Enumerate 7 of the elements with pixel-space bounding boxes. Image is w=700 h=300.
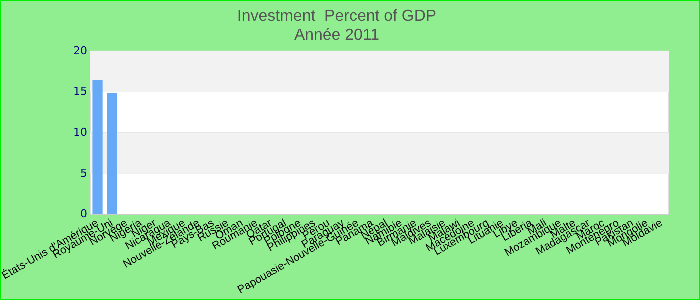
y-tick-label: 15 (74, 85, 88, 98)
y-tick-label: 10 (74, 126, 88, 139)
chart-subtitle: Année 2011 (294, 27, 380, 44)
y-tick-label: 20 (74, 44, 88, 58)
y-tick-label: 5 (80, 166, 88, 180)
chart-title: Investment Percent of GDP (237, 8, 437, 26)
y-tick-label: 0 (80, 208, 88, 221)
